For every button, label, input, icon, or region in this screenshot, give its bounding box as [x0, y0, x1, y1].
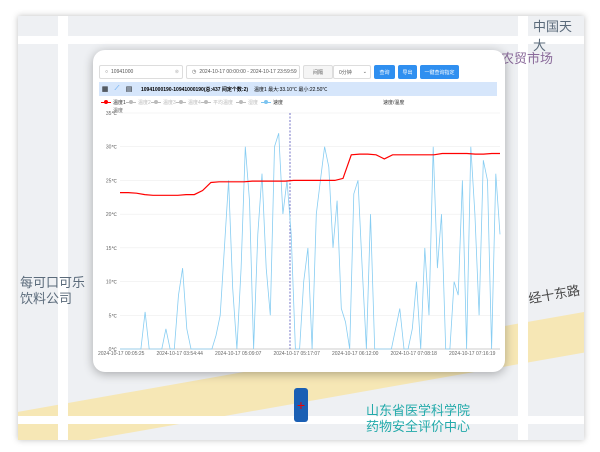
ambulance-vehicle-icon[interactable]: + — [294, 388, 308, 422]
legend-item-6[interactable]: 速度 — [261, 99, 283, 106]
chevron-down-icon: ⌄ — [362, 69, 367, 75]
legend-item-4[interactable]: 平均温度 — [201, 99, 233, 106]
legend-marker-icon — [261, 100, 271, 104]
y-tick-label: 20℃ — [106, 212, 118, 218]
series-line-温度1 — [120, 152, 500, 196]
map-label: 经十东路 — [527, 282, 582, 307]
grid-view-icon[interactable]: ▦ — [101, 86, 109, 93]
period-label: 间隔 — [303, 65, 333, 79]
device-summary: 10941000190-10941000190(总:437 间定个数:2) — [141, 86, 249, 93]
export-button[interactable]: 导出 — [398, 65, 417, 79]
x-tick-label: 2024-10-17 00:05:25 — [98, 351, 145, 357]
map-label: 药物安全评价中心 — [366, 419, 471, 434]
clear-icon[interactable]: ⊗ — [174, 69, 179, 75]
legend-item-3[interactable]: 温度4 — [176, 99, 201, 106]
table-icon[interactable]: ▤ — [125, 86, 133, 93]
legend-item-5[interactable]: 湿度 — [236, 99, 258, 106]
clock-icon: ◷ — [192, 69, 197, 75]
map-label: 山东省医学科学院 — [366, 403, 471, 418]
vehicle-chart-popup: ○ 10941000 ⊗ ◷ 2024-10-17 00:00:00 - 2024-1… — [93, 50, 505, 372]
map-label: 中国天大 — [533, 19, 573, 53]
y-tick-label: 10℃ — [106, 280, 118, 286]
map-label: 每可口可乐 — [20, 275, 86, 290]
legend-marker-icon — [236, 100, 246, 104]
x-tick-label: 2024-10-17 07:16:19 — [449, 351, 496, 357]
x-tick-label: 2024-10-17 06:12:00 — [332, 351, 379, 357]
legend-marker-icon — [151, 100, 161, 104]
y-tick-label: 5℃ — [109, 313, 118, 319]
legend-marker-icon — [201, 100, 211, 104]
legend-marker-icon — [126, 100, 136, 104]
map-label: 饮料公司 — [20, 291, 73, 306]
legend-marker-icon — [101, 100, 111, 104]
period-select[interactable]: 0分钟 ⌄ — [333, 65, 371, 79]
legend-item-1[interactable]: 温度2 — [126, 99, 151, 106]
search-icon: ○ — [105, 69, 109, 75]
legend-item-0[interactable]: 温度1 — [101, 99, 126, 106]
line-chart-icon[interactable]: ⟋ — [114, 85, 120, 92]
series-line-速度 — [120, 133, 501, 350]
x-tick-label: 2024-10-17 07:08:18 — [391, 351, 438, 357]
date-range-picker[interactable]: ◷ 2024-10-17 00:00:00 - 2024-10-17 23:59:… — [186, 65, 300, 79]
y-tick-label: 25℃ — [106, 178, 118, 184]
one-key-query-button[interactable]: 一键查询指定 — [420, 65, 459, 79]
y-tick-label: 0℃ — [109, 347, 118, 353]
right-axis-label: 速度/温度 — [383, 100, 405, 106]
device-search-input[interactable]: ○ 10941000 ⊗ — [99, 65, 183, 79]
temperature-speed-chart: 0℃ 5℃ 10℃ 15℃ 20℃ 25℃ 30℃ 35℃ 2024-10-17 00:05:2… — [98, 111, 501, 357]
y-axis-label: 温度 — [113, 108, 124, 114]
info-bar: ▦ ⟋ ▤ 10941000190-10941000190(总:437 间定个数… — [99, 82, 497, 96]
x-tick-label: 2024-10-17 05:17:07 — [274, 351, 321, 357]
legend-marker-icon — [176, 100, 186, 104]
x-tick-label: 2024-10-17 05:09:07 — [215, 351, 262, 357]
legend-item-2[interactable]: 温度3 — [151, 99, 176, 106]
y-tick-label: 30℃ — [106, 145, 118, 151]
y-tick-label: 35℃ — [106, 111, 118, 117]
y-tick-label: 15℃ — [106, 246, 118, 252]
x-tick-label: 2024-10-17 03:54:44 — [157, 351, 204, 357]
query-button[interactable]: 查询 — [374, 65, 395, 79]
temperature-stats: 温度1 最大:33.10℃ 最小:22.50℃ — [254, 86, 328, 93]
